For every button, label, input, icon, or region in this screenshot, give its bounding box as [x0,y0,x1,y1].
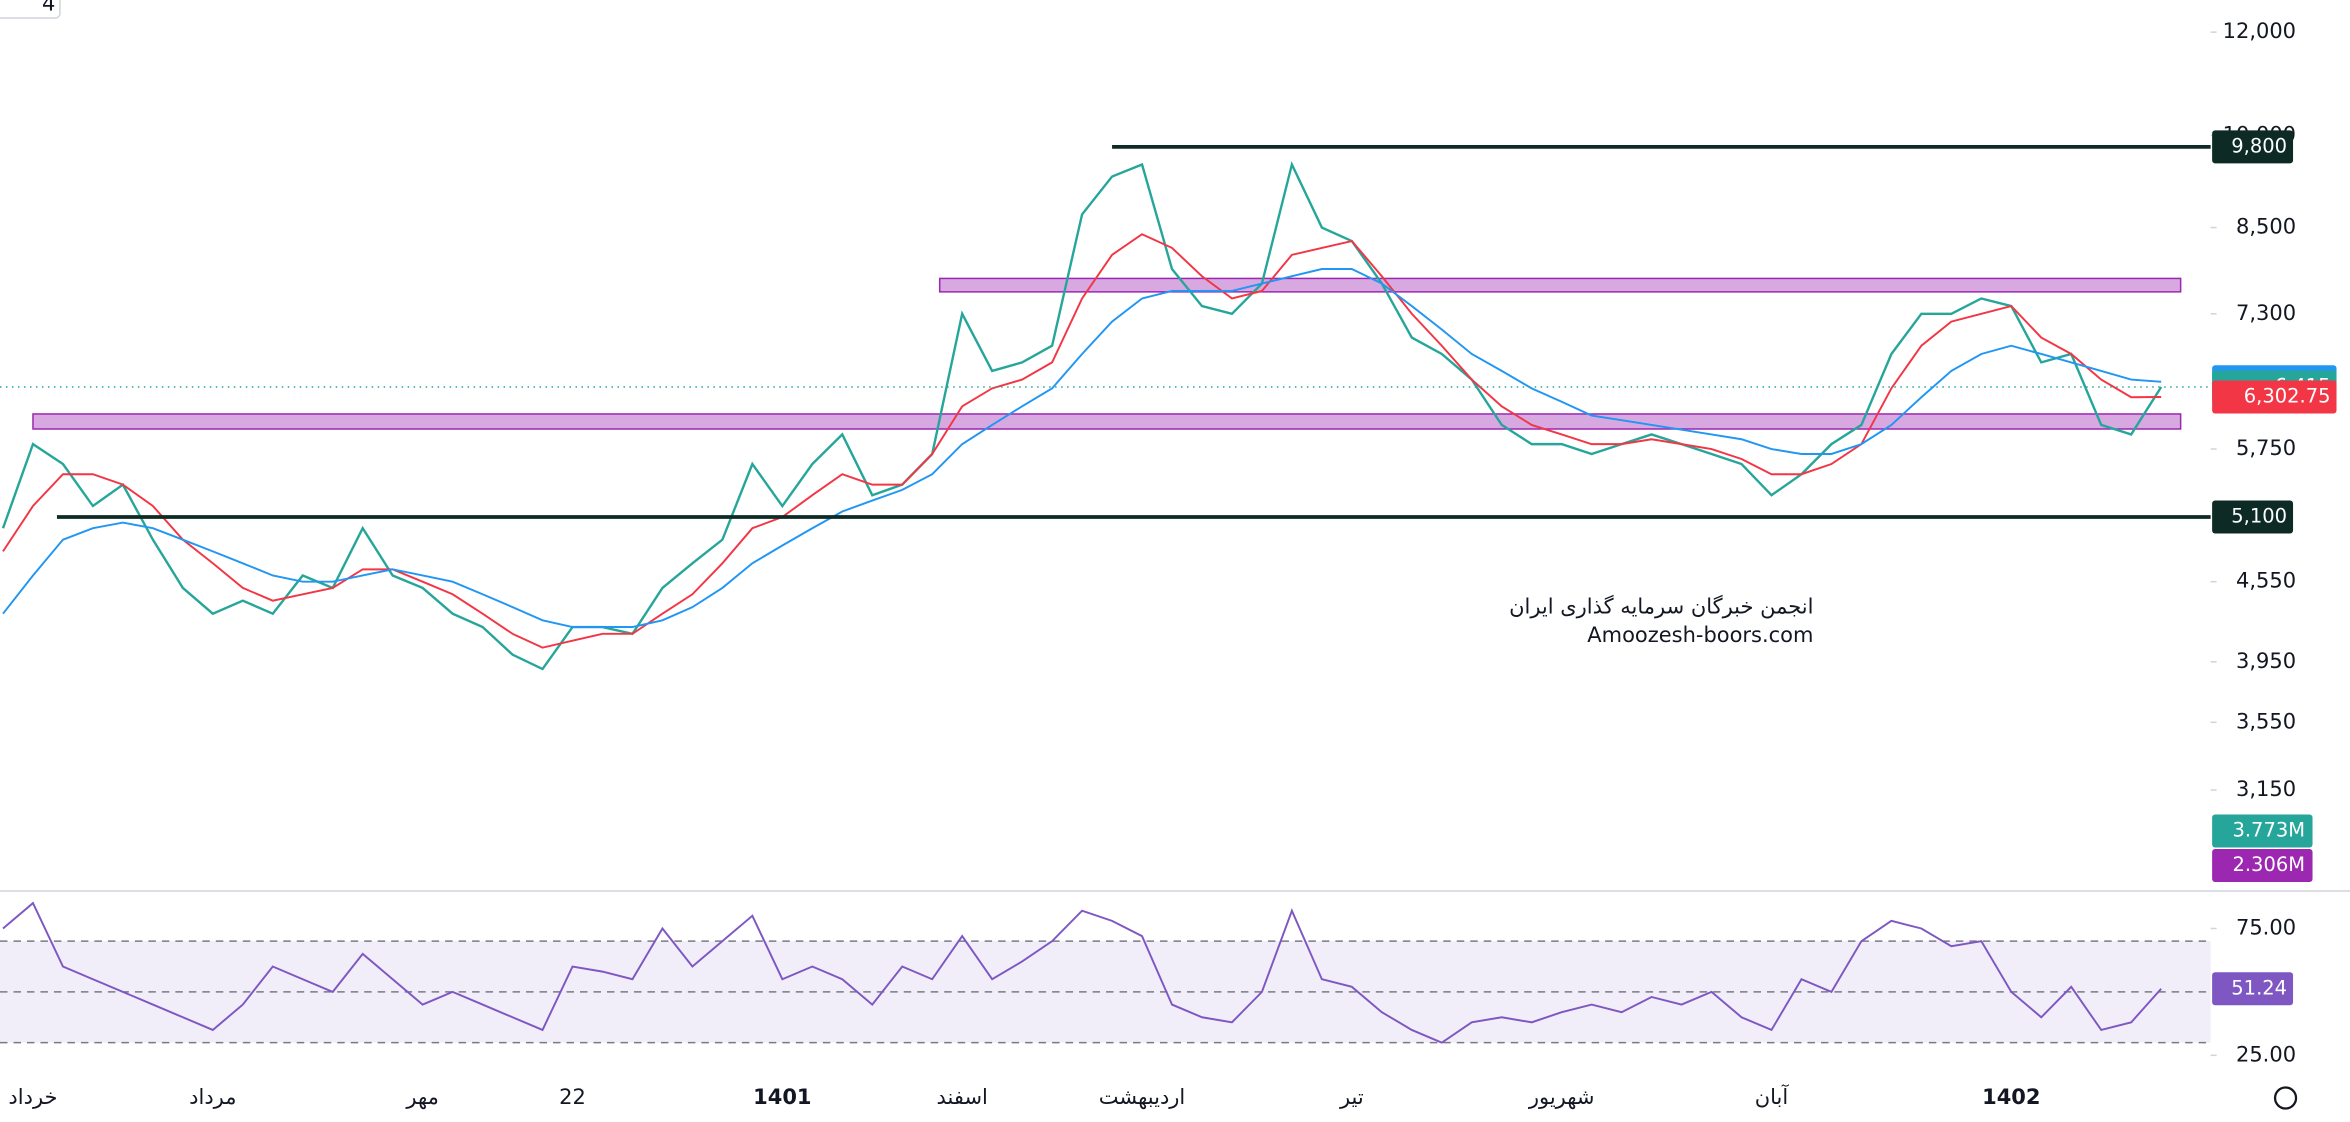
x-tick-label: 1401 [753,1085,811,1109]
x-tick-label: اسفند [937,1085,988,1109]
zone [938,277,2182,293]
x-tick-label: تیر [1339,1085,1364,1109]
rsi-label: 51.24 [2231,976,2287,999]
volume-label-box [2212,814,2313,848]
y-tick-label: 7,300 [2236,301,2296,325]
level-label-box [2212,130,2294,164]
volume-label-box [2212,849,2313,882]
price-label-box [2212,380,2337,414]
y-tick-label: 3,150 [2236,777,2296,801]
interval-text: 4 [42,0,55,16]
x-tick-label: خرداد [8,1085,57,1109]
x-tick-label: شهریور [1528,1085,1595,1109]
volume-label: 2.306M [2232,853,2305,876]
y-tick-label: 4,550 [2236,569,2296,593]
series-line [2,901,2162,1044]
y-tick-label: 75.00 [2236,915,2296,939]
rsi-label-box [2212,972,2294,1006]
y-tick-label: 12,000 [2223,19,2296,43]
settings-icon[interactable] [2273,1086,2298,1110]
level-label: 5,100 [2231,505,2287,528]
y-tick-label: 25.00 [2236,1042,2296,1066]
watermark: Amoozesh-boors.com [1587,623,1813,647]
y-tick-label: 5,750 [2236,436,2296,460]
x-tick-label: مهر [405,1085,438,1109]
y-tick-label: 8,500 [2236,215,2296,239]
y-tick-label: 3,950 [2236,649,2296,673]
watermark: انجمن خبرگان سرمایه گذاری ایران [1509,594,1813,618]
x-tick-label: آبان [1755,1084,1790,1109]
series-line [2,233,2162,649]
x-tick-label: مرداد [189,1085,236,1109]
level-label: 9,800 [2231,134,2287,157]
series-line [2,268,2162,629]
volume-label: 3.773M [2232,818,2305,841]
x-tick-label: 22 [559,1085,586,1109]
interval-badge[interactable] [0,0,61,19]
zone [32,413,2182,430]
y-tick-label: 3,550 [2236,709,2296,733]
x-tick-label: اردیبهشت [1099,1085,1185,1109]
x-tick-label: 1402 [1982,1085,2040,1109]
level-label-box [2212,500,2294,534]
price-label: 6,302.75 [2244,385,2331,408]
